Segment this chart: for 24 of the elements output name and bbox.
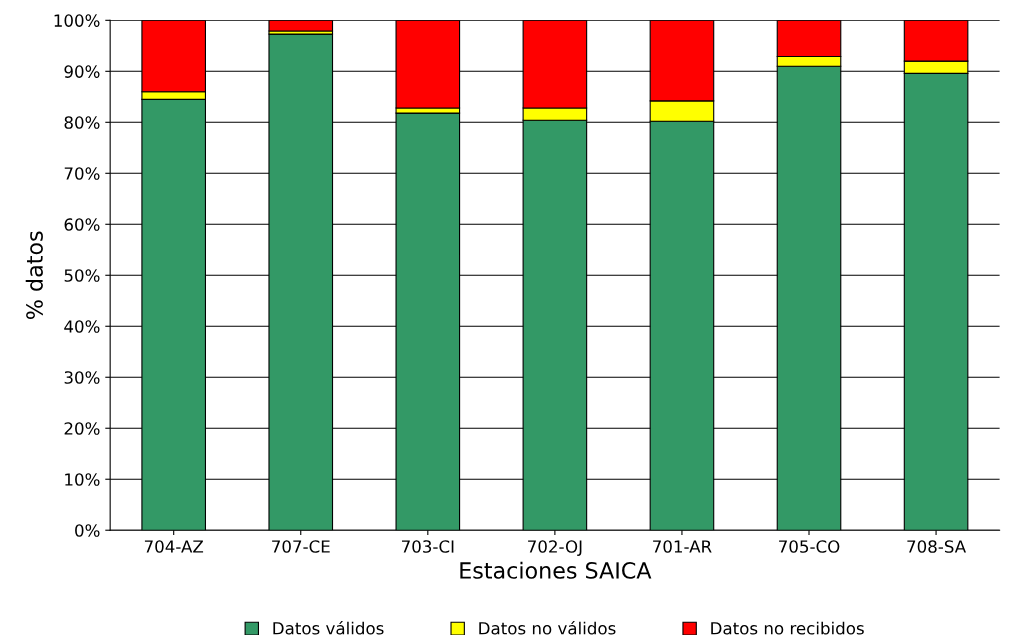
x-tick-label: 707-CE xyxy=(272,540,330,553)
y-tick-label: 60% xyxy=(64,218,100,231)
x-tick-label: 702-OJ xyxy=(528,540,582,556)
x-tick-label: 705-CO xyxy=(779,540,840,553)
legend-label: Datos no recibidos xyxy=(711,621,864,635)
x-axis-title: Estaciones SAICA xyxy=(460,561,652,579)
x-tick-label: 703-CI xyxy=(401,540,454,553)
y-tick-label: 10% xyxy=(65,473,100,486)
y-tick-label: 0% xyxy=(75,524,100,537)
y-tick-label: 100% xyxy=(54,14,100,27)
legend-label: Datos válidos xyxy=(273,621,384,635)
x-tick-label: 708-SA xyxy=(907,540,966,553)
y-tick-label: 90% xyxy=(64,65,100,78)
bar xyxy=(268,20,334,32)
x-tick-label: 701-AR xyxy=(653,540,712,553)
y-tick-label: 80% xyxy=(64,116,100,129)
y-tick-label: 40% xyxy=(64,320,100,333)
y-tick-label: 30% xyxy=(64,371,100,384)
y-tick-label: 70% xyxy=(64,167,100,180)
x-tick-label: 704-AZ xyxy=(144,540,204,553)
y-tick-label: 20% xyxy=(64,422,100,435)
legend-label: Datos no válidos xyxy=(479,621,616,635)
y-tick-label: 50% xyxy=(64,269,100,282)
y-axis-title: % datos xyxy=(25,231,43,319)
